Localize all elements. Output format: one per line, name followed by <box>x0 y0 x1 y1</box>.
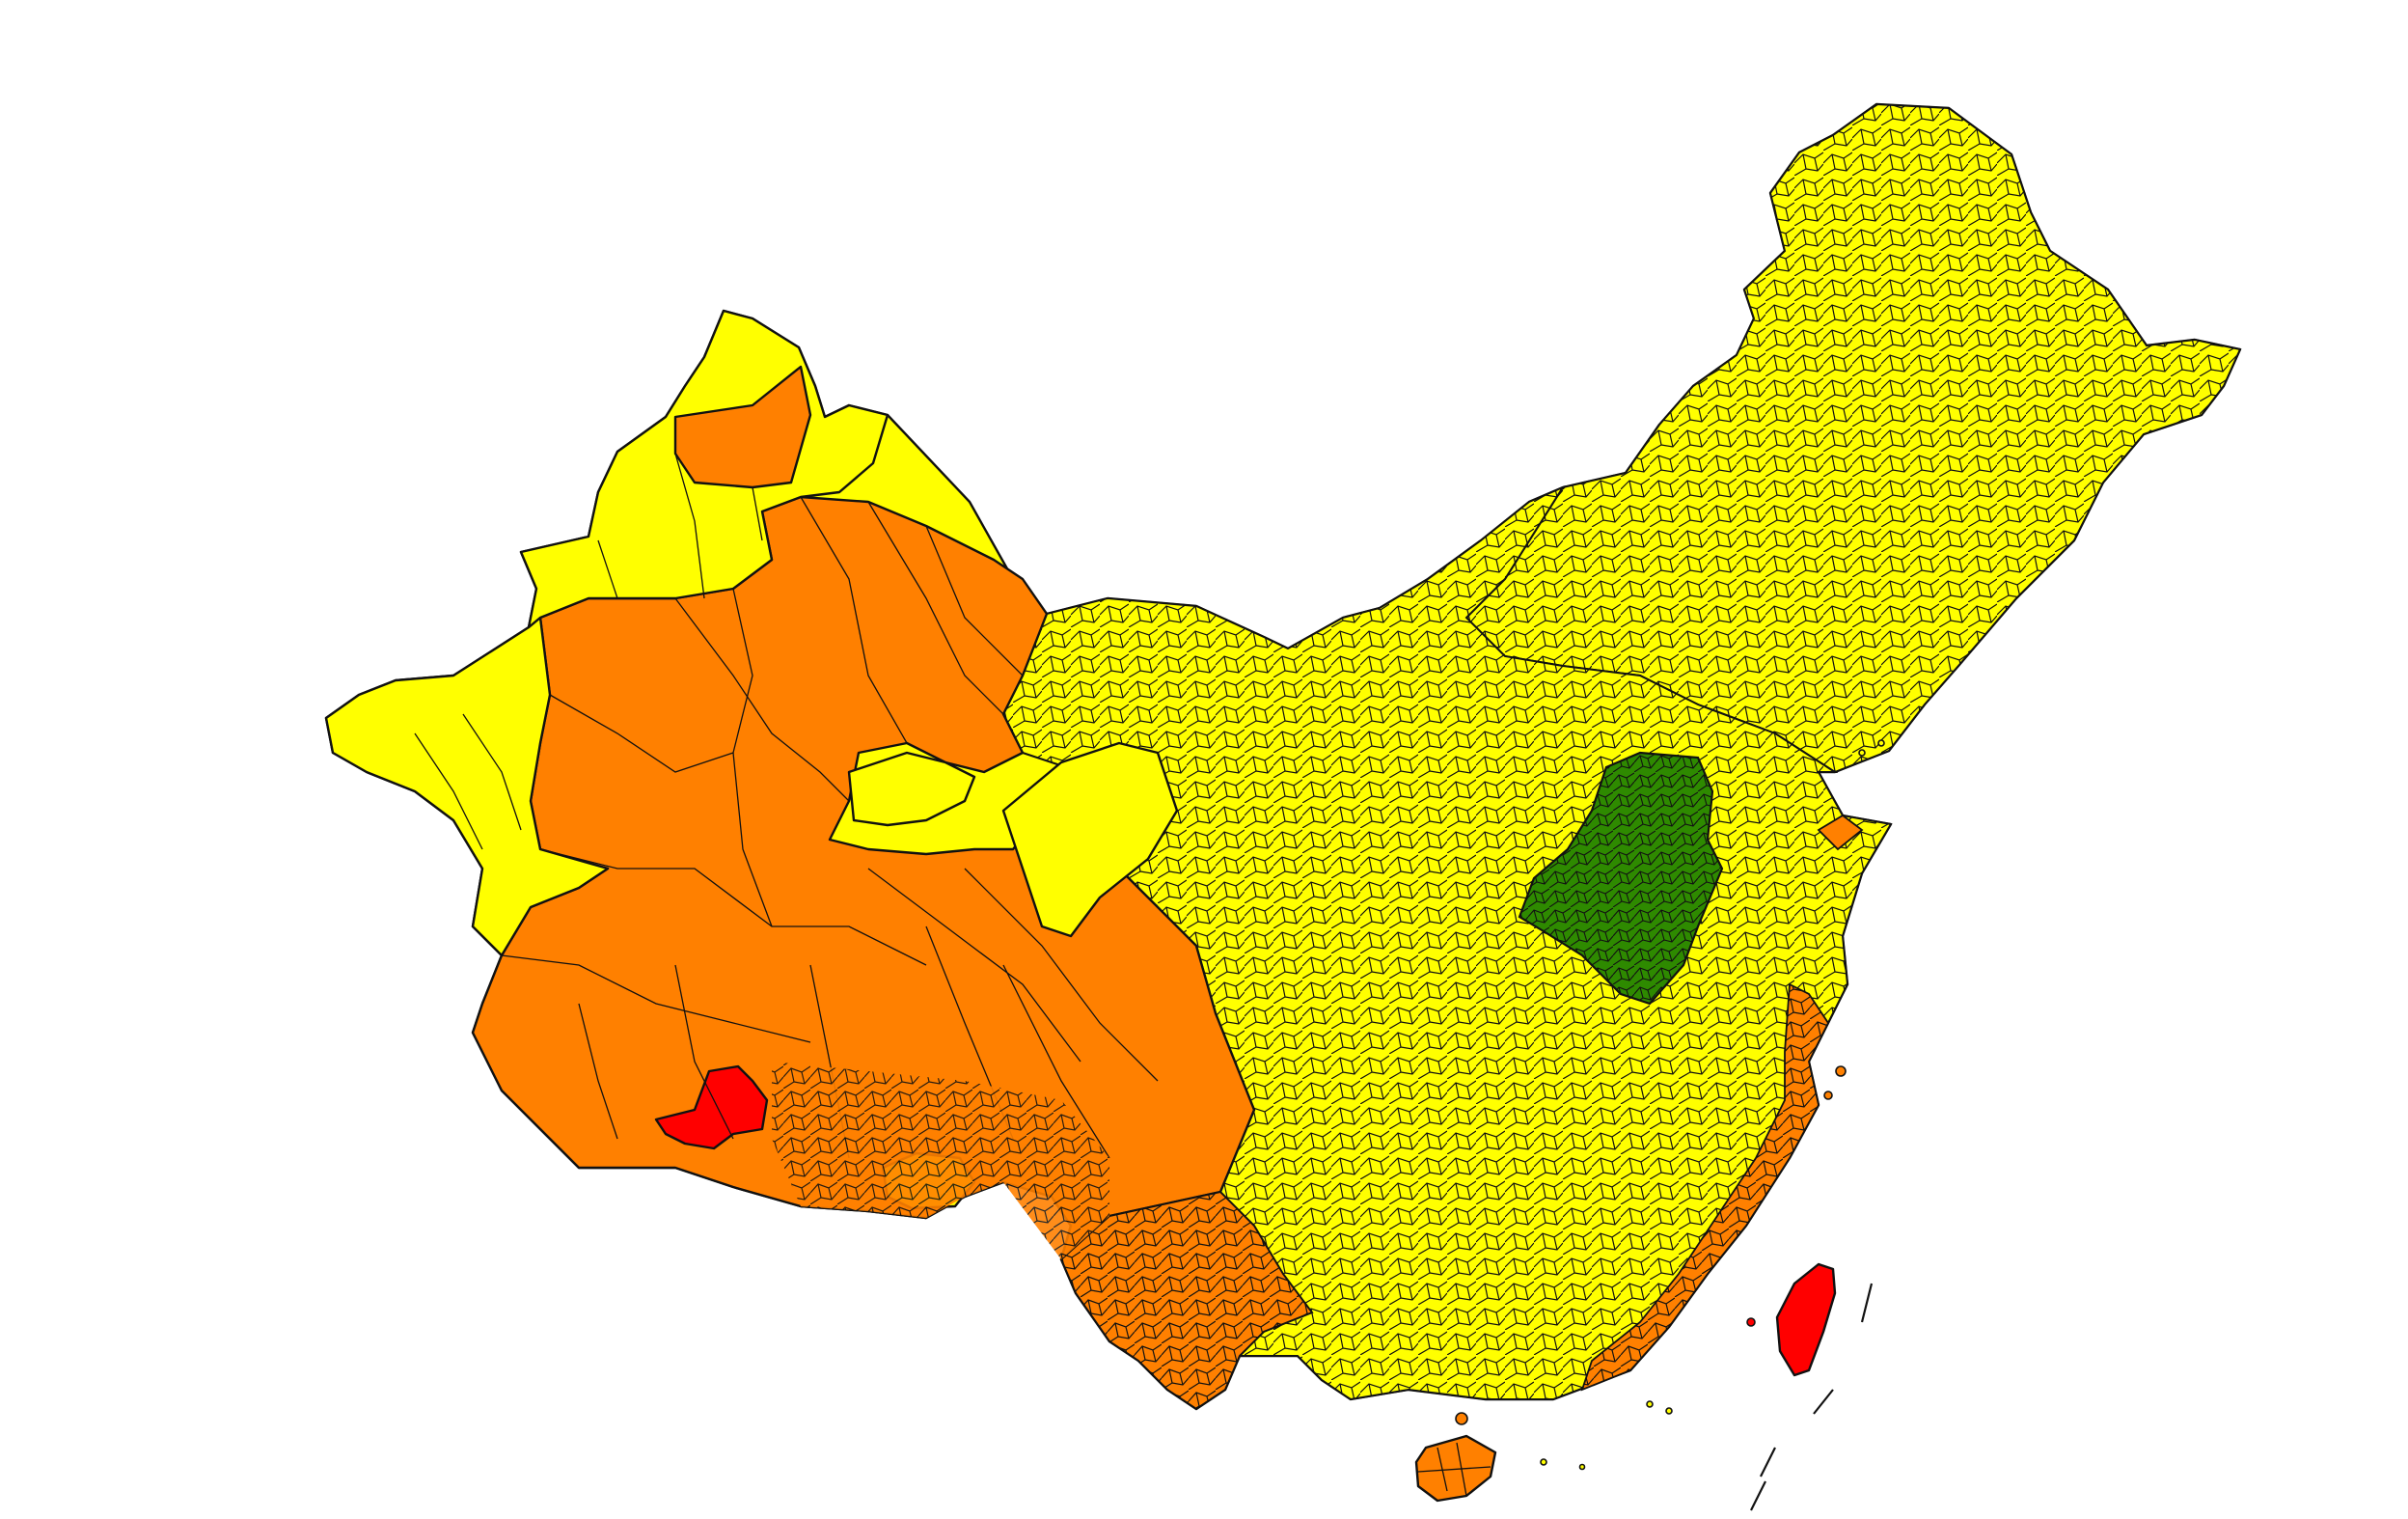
west-county-borders <box>414 453 1159 1159</box>
region-red-taiwan <box>1775 1262 1837 1377</box>
region-red-lhasa <box>654 1064 769 1150</box>
region-yellow-qinghai-pocket <box>847 751 976 827</box>
islet <box>1455 1412 1468 1425</box>
islet <box>1877 739 1885 747</box>
islet <box>1823 1091 1833 1100</box>
region-orange-west <box>471 495 1256 1261</box>
sea-boundary-dash <box>1750 1480 1766 1511</box>
region-yellow-xinjiang-west <box>324 616 610 957</box>
region-orange-hainan <box>1414 1434 1497 1503</box>
sea-boundary-dash <box>1860 1283 1874 1323</box>
islet <box>1746 1317 1756 1327</box>
sea-boundary-dash <box>1813 1389 1834 1415</box>
islet <box>1540 1458 1547 1466</box>
islet <box>1835 1065 1847 1077</box>
region-orange-xinjiang-north <box>673 365 812 489</box>
sea-boundary-dash <box>1760 1447 1776 1478</box>
islet <box>1646 1400 1654 1408</box>
region-orange-southeast-coast <box>1580 982 1830 1392</box>
region-yellow-gansu-pocket <box>1001 741 1179 938</box>
region-orange-shandong-tip <box>1817 814 1864 851</box>
region-orange-yunnan-counties <box>1059 1190 1314 1411</box>
islet <box>1578 1463 1586 1471</box>
region-orange-tibet-south-counties <box>772 1062 1109 1259</box>
islet <box>1665 1407 1673 1415</box>
region-green-north-china <box>1518 751 1724 1006</box>
islet <box>1858 749 1866 757</box>
